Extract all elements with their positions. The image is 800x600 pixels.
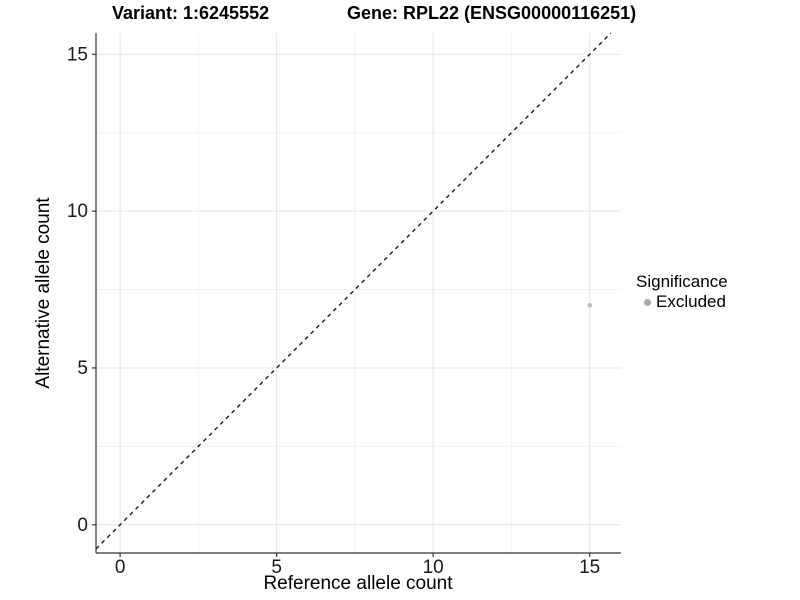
legend-entry-label: Excluded xyxy=(656,292,726,311)
x-axis-label: Reference allele count xyxy=(263,573,453,594)
x-tick-label: 10 xyxy=(423,557,444,578)
plot-title-gene: Gene: RPL22 (ENSG00000116251) xyxy=(347,3,637,23)
y-tick-label: 10 xyxy=(67,201,88,222)
legend-key-dot xyxy=(644,298,651,306)
legend-entries: Excluded xyxy=(636,292,728,312)
identity-dashed-line xyxy=(95,32,612,550)
data-point xyxy=(587,302,592,308)
legend-title: Significance xyxy=(636,272,728,291)
plot-title-variant: Variant: 1:6245552 xyxy=(112,3,270,23)
y-tick-label: 5 xyxy=(77,358,88,379)
x-tick-label: 15 xyxy=(579,557,600,578)
x-tick-label: 5 xyxy=(271,557,282,578)
y-tick-label: 15 xyxy=(67,44,88,65)
legend: Significance Excluded xyxy=(636,272,728,312)
y-tick-label: 0 xyxy=(77,515,88,536)
x-tick-label: 0 xyxy=(115,557,126,578)
y-axis-label: Alternative allele count xyxy=(33,197,54,389)
legend-entry: Excluded xyxy=(636,292,728,312)
